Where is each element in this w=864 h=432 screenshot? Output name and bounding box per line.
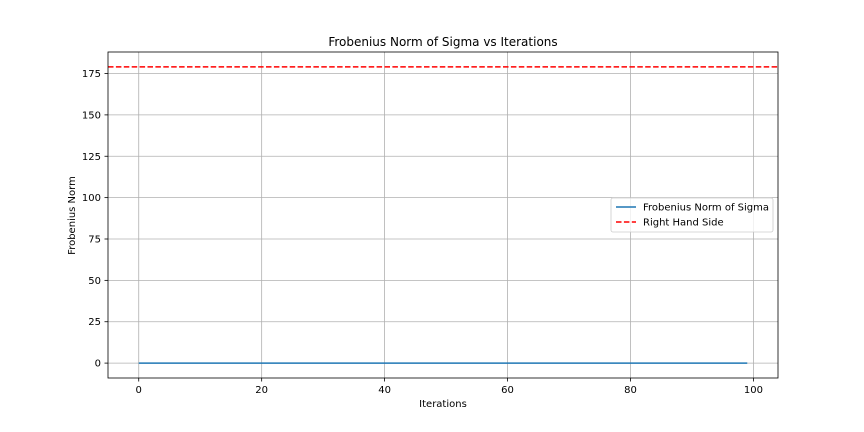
legend: Frobenius Norm of Sigma Right Hand Side [610,197,774,233]
legend-label-right-hand-side: Right Hand Side [643,218,724,229]
x-tick-label: 0 [136,385,142,396]
y-tick-label: 175 [82,69,101,80]
legend-label-frobenius-norm: Frobenius Norm of Sigma [643,203,769,214]
x-tick-label: 60 [501,385,514,396]
plot-series [108,66,778,364]
y-tick-label: 0 [95,359,101,370]
axes-frame [107,51,779,379]
x-tick-label: 40 [378,385,391,396]
x-tick-label: 80 [624,385,637,396]
legend-box [610,197,774,233]
x-tick-label: 100 [744,385,763,396]
y-axis-label: Frobenius Norm [67,176,78,255]
y-tick-label: 100 [82,193,101,204]
y-tick-label: 75 [88,234,101,245]
y-tick-label: 150 [82,110,101,121]
x-axis-label: Iterations [419,399,467,410]
y-tick-label: 25 [88,317,101,328]
x-tick-label: 20 [255,385,268,396]
ticks: 0 20 40 60 80 100 0 25 50 75 100 125 150 175 [82,69,763,396]
y-tick-label: 125 [82,152,101,163]
chart-title: Frobenius Norm of Sigma vs Iterations [328,35,557,49]
y-tick-label: 50 [88,276,101,287]
